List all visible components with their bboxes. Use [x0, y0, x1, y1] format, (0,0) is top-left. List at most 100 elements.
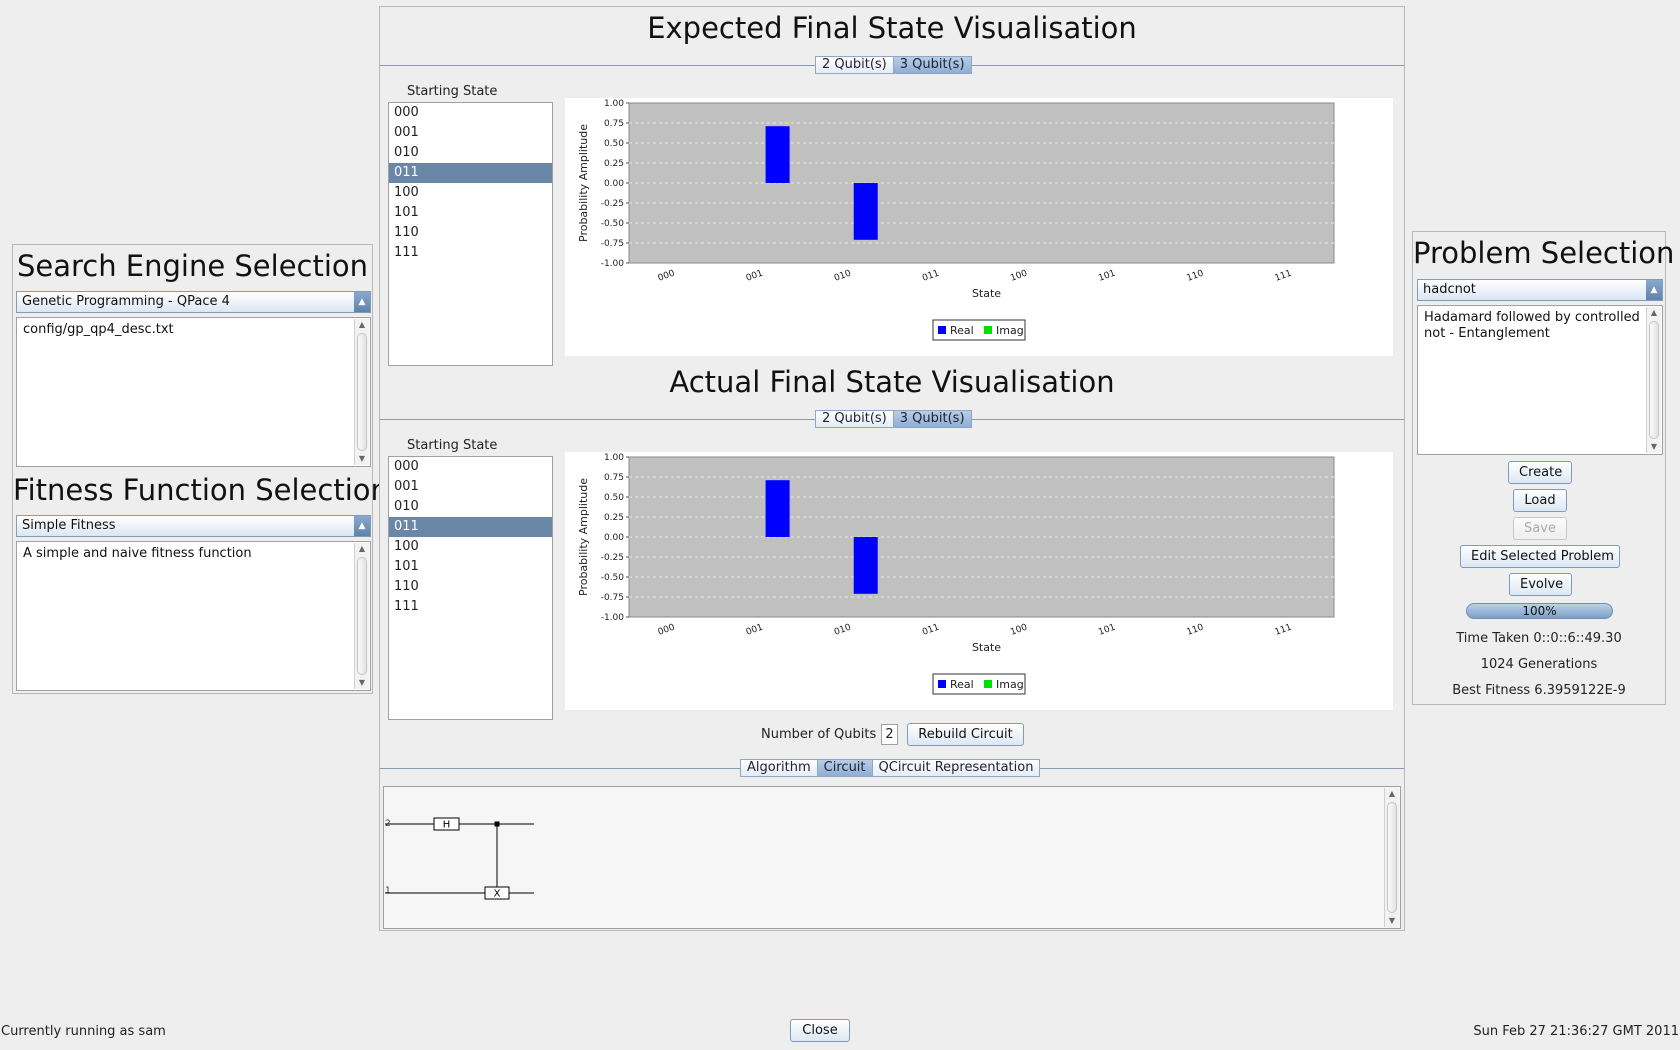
list-item[interactable]: 000 [394, 105, 419, 120]
evolve-button[interactable]: Evolve [1509, 573, 1572, 596]
scroll-thumb[interactable] [1649, 321, 1659, 439]
search-engine-title: Search Engine Selection [16, 249, 369, 283]
cnot-control-dot [494, 821, 500, 827]
list-item[interactable]: 000 [394, 459, 419, 474]
list-item-selected[interactable]: 011 [389, 517, 552, 537]
chart-legend [932, 673, 1026, 695]
chevron-down-icon[interactable]: ▲ [354, 292, 370, 312]
search-desc-scrollbar[interactable]: ▲ ▼ [354, 319, 369, 465]
legend-swatch [938, 680, 946, 688]
y-tick-label: 0.75 [604, 473, 624, 483]
plot-area [628, 456, 1335, 618]
circuit-scrollbar[interactable]: ▲ ▼ [1384, 788, 1399, 927]
actual-starting-state-list[interactable]: 000 001 010 011 100 101 110 111 [388, 456, 553, 720]
tab-qcircuit-representation[interactable]: QCircuit Representation [871, 759, 1041, 777]
y-tick-label: 0.50 [604, 139, 624, 149]
list-item[interactable]: 111 [394, 245, 419, 260]
expected-starting-state-label: Starting State [407, 84, 498, 99]
legend-label: Real [950, 678, 974, 691]
x-tick-label: 110 [1185, 268, 1205, 283]
cnot-target-label: X [494, 889, 501, 900]
list-item[interactable]: 110 [394, 579, 419, 594]
scroll-down-icon[interactable]: ▼ [358, 454, 366, 463]
scroll-thumb[interactable] [1387, 802, 1397, 913]
tab-3-qubits[interactable]: 3 Qubit(s) [892, 410, 972, 428]
search-engine-combo[interactable]: Genetic Programming - QPace 4 ▲ [16, 291, 371, 313]
scroll-down-icon[interactable]: ▼ [1650, 442, 1658, 451]
tab-3-qubits[interactable]: 3 Qubit(s) [892, 56, 972, 74]
problem-selection-title: Problem Selection [1413, 236, 1675, 270]
y-tick-label: 1.00 [604, 99, 624, 109]
left-panel: Search Engine Selection Genetic Programm… [12, 244, 389, 694]
list-item[interactable]: 010 [394, 145, 419, 160]
problem-combo[interactable]: hadcnot ▲ [1417, 279, 1663, 301]
x-tick-label: 010 [833, 268, 853, 283]
tab-2-qubits[interactable]: 2 Qubit(s) [815, 410, 894, 428]
fitness-function-description[interactable]: A simple and naive fitness function ▲ ▼ [16, 541, 371, 691]
list-item[interactable]: 110 [394, 225, 419, 240]
fitness-function-value: Simple Fitness [22, 518, 116, 533]
circuit-view[interactable]: 2 1 H X ▲ ▼ [383, 786, 1401, 929]
search-engine-desc-text: config/gp_qp4_desc.txt [23, 322, 174, 337]
list-item[interactable]: 100 [394, 539, 419, 554]
y-tick-label: 0.00 [604, 179, 624, 189]
edit-selected-problem-button[interactable]: Edit Selected Problem [1460, 545, 1620, 568]
list-item[interactable]: 010 [394, 499, 419, 514]
problem-desc-scrollbar[interactable]: ▲ ▼ [1646, 307, 1661, 453]
tab-algorithm[interactable]: Algorithm [740, 759, 818, 777]
list-item-selected[interactable]: 011 [389, 163, 552, 183]
cnot-target-gate[interactable] [484, 886, 510, 900]
scroll-up-icon[interactable]: ▲ [358, 544, 366, 553]
tab-circuit[interactable]: Circuit [816, 759, 873, 777]
x-tick-label: 100 [1009, 268, 1029, 283]
list-item[interactable]: 111 [394, 599, 419, 614]
y-tick-label: -0.75 [601, 593, 624, 603]
y-tick-label: -0.50 [601, 573, 625, 583]
expected-starting-state-list[interactable]: 000 001 010 011 100 101 110 111 [388, 102, 553, 366]
y-axis-label: Probability Amplitude [577, 124, 590, 242]
y-tick-label: -0.75 [601, 239, 624, 249]
create-button[interactable]: Create [1508, 461, 1572, 484]
evolution-progress-bar: 100% [1466, 603, 1613, 619]
scroll-down-icon[interactable]: ▼ [358, 678, 366, 687]
fitness-function-title: Fitness Function Selection [13, 473, 389, 507]
list-item[interactable]: 101 [394, 205, 419, 220]
search-engine-description[interactable]: config/gp_qp4_desc.txt ▲ ▼ [16, 317, 371, 467]
scroll-thumb[interactable] [357, 557, 367, 675]
rebuild-circuit-button[interactable]: Rebuild Circuit [907, 723, 1024, 746]
problem-description[interactable]: Hadamard followed by controlled not - En… [1417, 305, 1663, 455]
y-axis-label: Probability Amplitude [577, 478, 590, 596]
list-item[interactable]: 001 [394, 125, 419, 140]
list-item[interactable]: 100 [394, 185, 419, 200]
load-button[interactable]: Load [1513, 489, 1567, 512]
chart-svg: 1.00 0.75 0.50 0.25 0.00 -0.25 -0.50 -0.75 -1.00… [577, 99, 1335, 341]
num-qubits-field[interactable]: 2 [881, 724, 898, 745]
save-button[interactable]: Save [1513, 517, 1567, 540]
list-item[interactable]: 101 [394, 559, 419, 574]
scroll-up-icon[interactable]: ▲ [1650, 308, 1658, 317]
y-tick-label: 0.25 [604, 513, 624, 523]
chart-legend [932, 319, 1026, 341]
legend-swatch [984, 680, 992, 688]
list-item[interactable]: 001 [394, 479, 419, 494]
x-tick-label: 000 [657, 268, 677, 283]
chevron-down-icon[interactable]: ▲ [354, 516, 370, 536]
fitness-function-combo[interactable]: Simple Fitness ▲ [16, 515, 371, 537]
y-tick-label: 0.75 [604, 119, 624, 129]
fitness-desc-scrollbar[interactable]: ▲ ▼ [354, 543, 369, 689]
hadamard-gate[interactable] [433, 817, 460, 831]
scroll-up-icon[interactable]: ▲ [1388, 789, 1396, 798]
center-panel: Expected Final State Visualisation 2 Qub… [379, 6, 1405, 931]
y-tick-label: -1.00 [601, 259, 625, 269]
chevron-down-icon[interactable]: ▲ [1646, 280, 1662, 300]
tab-2-qubits[interactable]: 2 Qubit(s) [815, 56, 894, 74]
y-tick-label: 0.25 [604, 159, 624, 169]
scroll-up-icon[interactable]: ▲ [358, 320, 366, 329]
close-button[interactable]: Close [790, 1019, 850, 1042]
scroll-thumb[interactable] [357, 333, 367, 451]
actual-title: Actual Final State Visualisation [669, 365, 1115, 399]
bottom-tabs: Algorithm Circuit QCircuit Representatio… [740, 759, 1041, 777]
scroll-down-icon[interactable]: ▼ [1388, 916, 1396, 925]
fitness-desc-text: A simple and naive fitness function [23, 546, 252, 561]
actual-qubit-tabs: 2 Qubit(s) 3 Qubit(s) [815, 410, 972, 428]
